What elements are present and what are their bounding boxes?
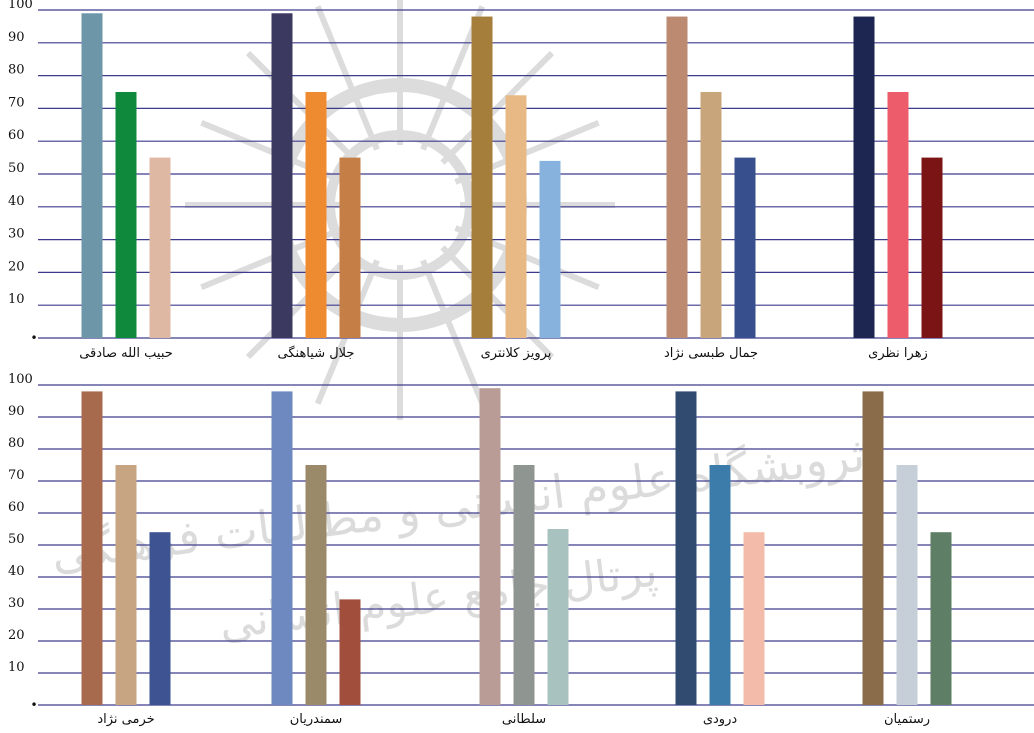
y-tick-label: 50 [8,532,25,547]
category-label: خرمی نژاد [97,712,154,727]
bar [150,158,171,338]
y-tick-label: 100 [8,0,33,12]
y-tick-label: 30 [8,227,25,242]
chart-panel-1: 10 20 30 40 50 60 70 80 90 100 • حبیب الله صادقی جلا… [8,0,1034,361]
bar [116,465,137,705]
bar [897,465,918,705]
category-label: حبیب الله صادقی [79,346,173,361]
y-tick-label: 70 [8,468,25,483]
y-tick-label: 20 [8,628,25,643]
bar [540,161,561,338]
y-tick-label: 30 [8,596,25,611]
bar [888,92,909,338]
category-label: سلطانی [502,712,546,727]
bar [472,17,493,338]
y-tick-label: 50 [8,161,25,176]
chart-panel-2: 10 20 30 40 50 60 70 80 90 100 • خرمی نژاد سمندریان س… [8,372,1034,727]
y-tick-label: 10 [8,660,25,675]
y-tick-label: 60 [8,500,25,515]
bar [506,95,527,338]
bar [340,158,361,338]
category-label: پرویز کلانتری [481,346,552,361]
bar [480,388,501,705]
bar [854,17,875,338]
bar [272,13,293,338]
y-tick-label: 80 [8,436,25,451]
y-tick-label: 60 [8,128,25,143]
bar [676,391,697,705]
bar [863,391,884,705]
y-zero-label: • [30,698,37,712]
y-zero-label: • [30,331,37,345]
category-label: جمال طبسی نژاد [664,346,758,361]
y-tick-label: 90 [8,404,25,419]
bar [116,92,137,338]
category-label: رستمیان [884,712,930,727]
bar [931,532,952,705]
bar [922,158,943,338]
bar [744,532,765,705]
bar [735,158,756,338]
y-tick-label: 70 [8,95,25,110]
bar [701,92,722,338]
category-label: زهرا نظری [868,346,928,361]
bar [667,17,688,338]
bar [548,529,569,705]
bar [82,13,103,338]
bar [82,391,103,705]
bar [306,92,327,338]
bar [272,391,293,705]
bar [150,532,171,705]
y-tick-label: 20 [8,259,25,274]
y-tick-label: 100 [8,372,33,387]
bar [340,599,361,705]
y-tick-label: 10 [8,292,25,307]
y-tick-label: 40 [8,194,25,209]
y-tick-label: 40 [8,564,25,579]
bar [710,465,731,705]
category-label: جلال شیاهنگی [278,345,355,361]
y-tick-label: 90 [8,30,25,45]
y-tick-label: 80 [8,63,25,78]
bar [306,465,327,705]
bar [514,465,535,705]
category-label: درودی [703,712,738,727]
category-label: سمندریان [290,712,343,727]
